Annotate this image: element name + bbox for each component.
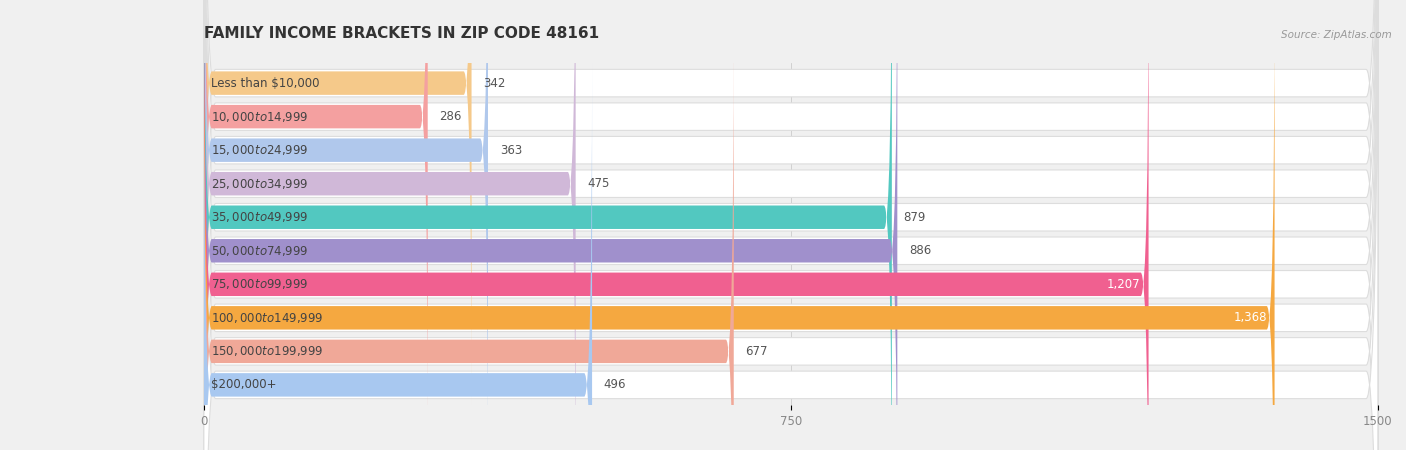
FancyBboxPatch shape bbox=[204, 0, 1378, 450]
Text: Source: ZipAtlas.com: Source: ZipAtlas.com bbox=[1281, 31, 1392, 40]
Text: 879: 879 bbox=[904, 211, 927, 224]
Text: Less than $10,000: Less than $10,000 bbox=[211, 76, 319, 90]
FancyBboxPatch shape bbox=[204, 0, 575, 450]
FancyBboxPatch shape bbox=[204, 61, 592, 450]
Text: $10,000 to $14,999: $10,000 to $14,999 bbox=[211, 110, 308, 124]
FancyBboxPatch shape bbox=[204, 28, 734, 450]
FancyBboxPatch shape bbox=[204, 0, 1378, 450]
Text: 886: 886 bbox=[910, 244, 931, 257]
Text: $15,000 to $24,999: $15,000 to $24,999 bbox=[211, 143, 308, 157]
FancyBboxPatch shape bbox=[204, 0, 1378, 450]
FancyBboxPatch shape bbox=[204, 0, 1275, 450]
Text: $150,000 to $199,999: $150,000 to $199,999 bbox=[211, 344, 323, 358]
FancyBboxPatch shape bbox=[204, 0, 1378, 450]
FancyBboxPatch shape bbox=[204, 0, 897, 450]
FancyBboxPatch shape bbox=[204, 0, 1378, 450]
FancyBboxPatch shape bbox=[204, 0, 1378, 450]
FancyBboxPatch shape bbox=[204, 0, 427, 440]
Text: $50,000 to $74,999: $50,000 to $74,999 bbox=[211, 244, 308, 258]
FancyBboxPatch shape bbox=[204, 0, 1378, 450]
Text: 496: 496 bbox=[603, 378, 626, 392]
Text: $35,000 to $49,999: $35,000 to $49,999 bbox=[211, 210, 308, 224]
FancyBboxPatch shape bbox=[204, 0, 1378, 450]
Text: 286: 286 bbox=[440, 110, 461, 123]
FancyBboxPatch shape bbox=[204, 0, 891, 450]
Text: $200,000+: $200,000+ bbox=[211, 378, 277, 392]
FancyBboxPatch shape bbox=[204, 0, 471, 407]
FancyBboxPatch shape bbox=[204, 0, 1378, 450]
Text: 475: 475 bbox=[588, 177, 610, 190]
Text: 1,207: 1,207 bbox=[1107, 278, 1140, 291]
FancyBboxPatch shape bbox=[204, 0, 1378, 450]
Text: 677: 677 bbox=[745, 345, 768, 358]
Text: FAMILY INCOME BRACKETS IN ZIP CODE 48161: FAMILY INCOME BRACKETS IN ZIP CODE 48161 bbox=[204, 26, 599, 40]
Text: 363: 363 bbox=[499, 144, 522, 157]
Text: 342: 342 bbox=[484, 76, 506, 90]
FancyBboxPatch shape bbox=[204, 0, 488, 450]
FancyBboxPatch shape bbox=[204, 0, 1149, 450]
Text: $75,000 to $99,999: $75,000 to $99,999 bbox=[211, 277, 308, 291]
Text: $25,000 to $34,999: $25,000 to $34,999 bbox=[211, 177, 308, 191]
Text: $100,000 to $149,999: $100,000 to $149,999 bbox=[211, 311, 323, 325]
Text: 1,368: 1,368 bbox=[1233, 311, 1267, 324]
